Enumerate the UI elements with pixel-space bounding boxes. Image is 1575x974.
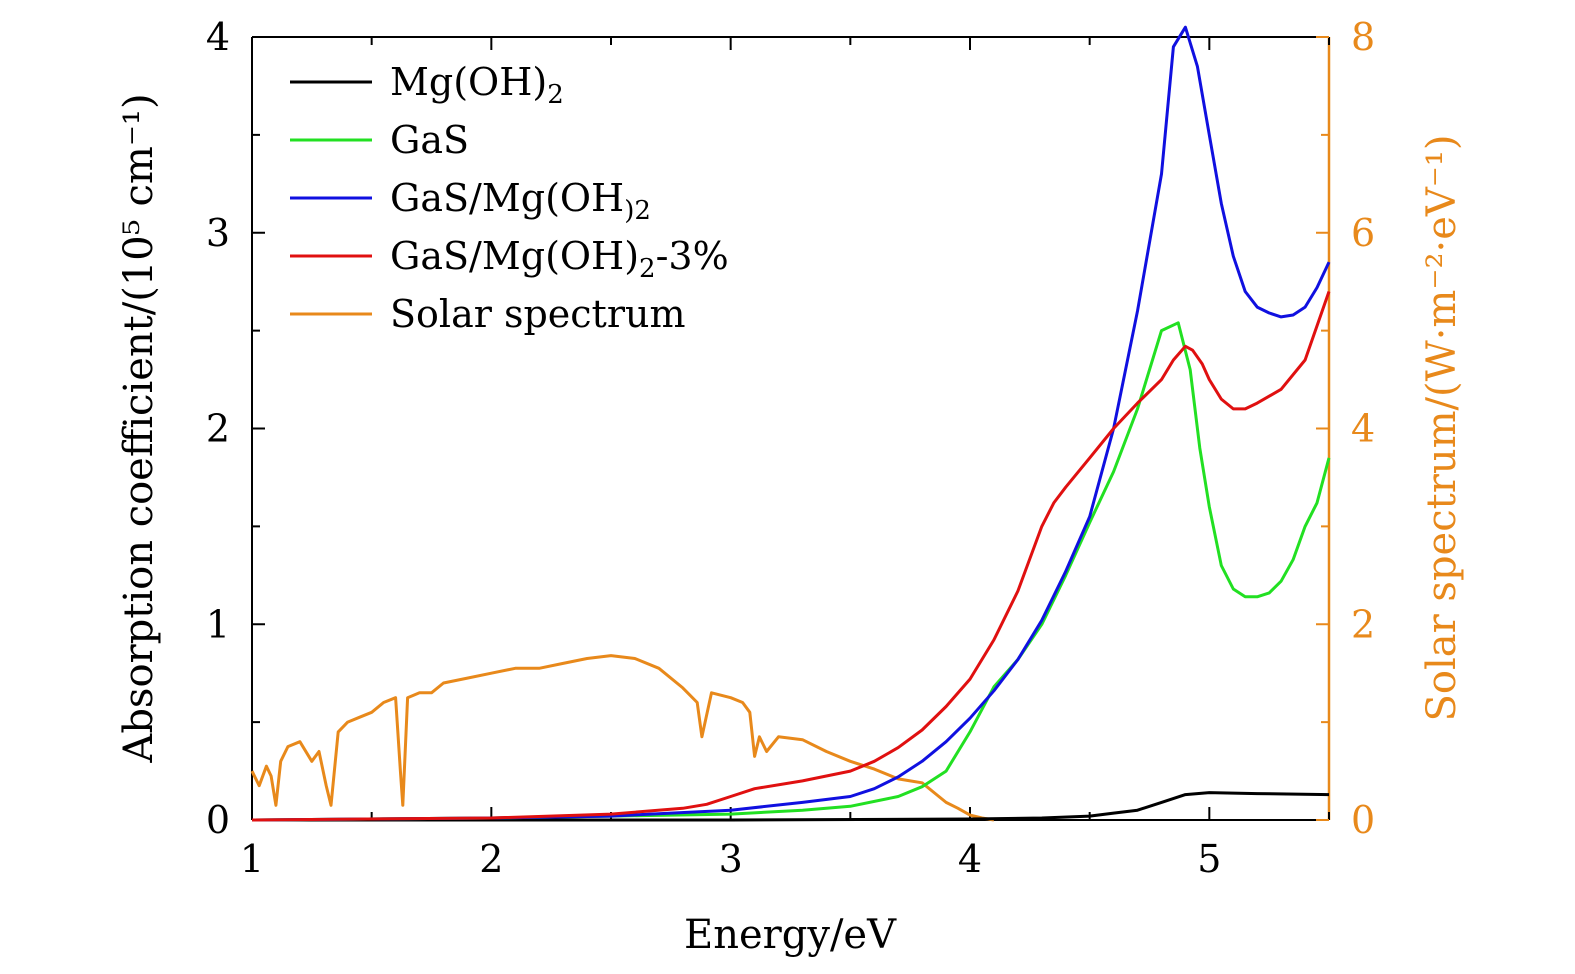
series-line-1 (251, 321, 1331, 822)
x-tick-label: 4 (958, 837, 982, 881)
y2-tick-label: 6 (1351, 211, 1375, 255)
series-line-0 (252, 791, 1330, 822)
x-axis-label: Energy/eV (684, 912, 897, 958)
x-tick-label: 3 (719, 837, 743, 881)
y-tick-label: 4 (206, 15, 230, 59)
y-axis-ticks: 0 1 2 3 4 (206, 15, 265, 842)
x-axis-ticks: 1 2 3 4 5 (240, 37, 1330, 881)
y2-tick-label: 2 (1351, 602, 1375, 646)
y-tick-label: 0 (206, 798, 230, 842)
legend-label: Solar spectrum (390, 292, 686, 336)
x-tick-label: 1 (240, 837, 264, 881)
series-line-3 (251, 291, 1331, 822)
y2-axis-label: Solar spectrum/(W·m⁻²·eV⁻¹) (1419, 134, 1465, 721)
legend-label: Mg(OH)2 (390, 60, 564, 110)
y-tick-label: 1 (206, 602, 230, 646)
legend-label: GaS/Mg(OH)2 (390, 176, 651, 226)
legend-label: GaS/Mg(OH)2-3% (390, 234, 729, 284)
y-tick-label: 3 (206, 211, 230, 255)
y2-tick-label: 0 (1351, 798, 1375, 842)
legend: Mg(OH)2 GaS GaS/Mg(OH)2 GaS/Mg(OH)2-3% Solar… (290, 60, 729, 336)
series-lines (250, 25, 1331, 822)
legend-label: GaS (390, 118, 469, 162)
y2-axis-ticks: 0 2 4 6 8 (1316, 15, 1375, 842)
y-tick-label: 2 (206, 407, 230, 451)
x-tick-label: 2 (479, 837, 503, 881)
y2-tick-label: 8 (1351, 15, 1375, 59)
series-line-4 (250, 654, 995, 822)
y-axis-label: Absorption coefficient/(10⁵ cm⁻¹) (116, 93, 162, 763)
y2-tick-label: 4 (1351, 407, 1375, 451)
x-tick-label: 5 (1197, 837, 1221, 881)
